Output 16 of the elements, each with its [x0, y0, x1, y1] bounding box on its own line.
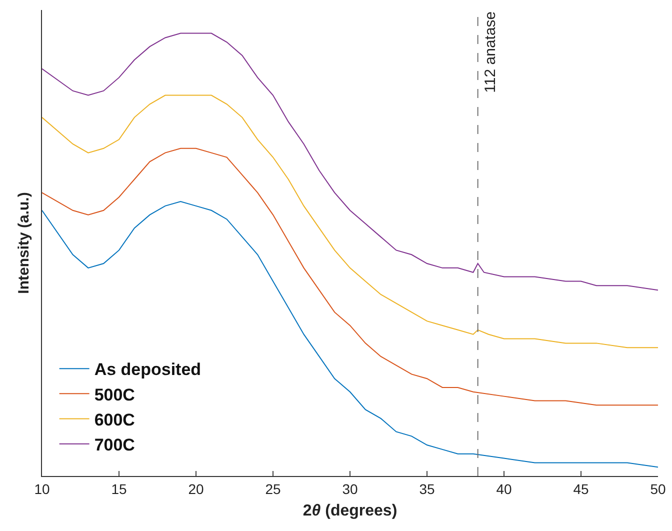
x-axis-title: 2θ (degrees): [302, 502, 398, 520]
legend-label: 700C: [94, 436, 135, 454]
x-tick-label: 15: [111, 480, 127, 497]
x-tick-label: 30: [342, 480, 358, 497]
legend-label: As deposited: [94, 360, 202, 380]
x-tick-label: 25: [265, 480, 281, 497]
ref-line-label: 112 anatase: [482, 11, 499, 93]
legend-label: 600C: [94, 410, 135, 430]
legend-label: 500C: [94, 385, 135, 404]
x-tick-label: 20: [188, 480, 204, 497]
x-tick-label: 10: [34, 480, 50, 497]
y-axis-title: Intensity (a.u.): [15, 192, 32, 294]
x-tick-label: 50: [650, 480, 666, 497]
x-tick-label: 45: [573, 480, 589, 497]
x-tick-label: 35: [419, 480, 435, 497]
x-tick-label: 40: [496, 480, 512, 497]
